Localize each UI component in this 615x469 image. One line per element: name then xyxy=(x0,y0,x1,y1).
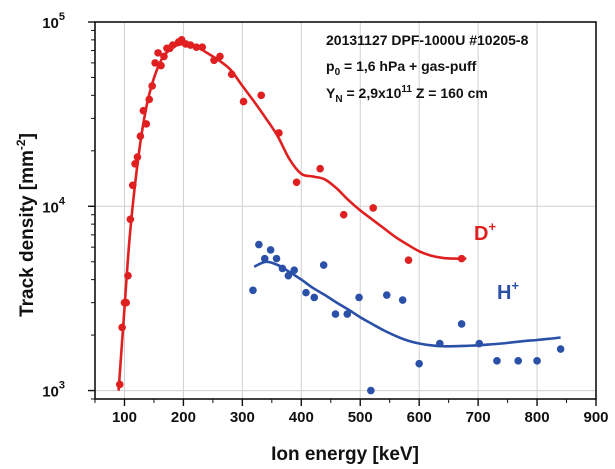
data-point-d xyxy=(239,97,248,106)
y-axis-title: Track density [mm-2] xyxy=(14,133,38,317)
data-point-d xyxy=(198,43,207,51)
annotation-yield-y: Y xyxy=(326,85,336,101)
data-point-d xyxy=(316,164,324,173)
series-label-h-name: H xyxy=(497,282,511,304)
data-point-h xyxy=(367,386,375,395)
data-point-h xyxy=(266,246,275,254)
annotation-yield: YN = 2,9x1011 Z = 160 cm xyxy=(326,84,488,105)
annotation-pressure: p0 = 1,6 hPa + gas-puff xyxy=(326,58,477,78)
data-point-d xyxy=(227,70,236,79)
data-point-d xyxy=(142,120,151,128)
annotation-pressure-sub: 0 xyxy=(335,67,341,78)
data-point-h xyxy=(278,264,287,273)
data-point-d xyxy=(151,59,159,67)
x-axis-title: Ion energy [keV] xyxy=(271,444,419,465)
data-point-h xyxy=(493,357,501,365)
data-point-d xyxy=(139,106,148,115)
x-tick-label: 300 xyxy=(230,409,255,426)
annotation-pressure-p: p xyxy=(326,58,335,74)
annotation-yield-mid: = 2,9x10 xyxy=(343,85,402,101)
data-point-h xyxy=(249,286,257,295)
data-point-h xyxy=(475,339,484,348)
data-point-d xyxy=(122,298,131,307)
data-point-d xyxy=(192,43,201,51)
data-point-d xyxy=(457,254,466,263)
data-point-d xyxy=(160,52,168,61)
data-point-d xyxy=(128,181,137,190)
ticks: 100 200 300 400 500 600 700 800 900 103 104 105 xyxy=(42,11,608,426)
series-label-h: H+ xyxy=(497,278,519,304)
series-label-d-name: D xyxy=(474,223,488,245)
data-point-d xyxy=(216,52,224,61)
data-point-d xyxy=(133,153,142,161)
data-point-d xyxy=(275,129,283,137)
y-axis-title-end: ] xyxy=(17,133,38,139)
data-point-d xyxy=(154,49,162,57)
y-axis-title-sup: -2 xyxy=(14,139,28,150)
y-axis-title-text: Track density [mm xyxy=(17,150,38,317)
data-point-h xyxy=(457,320,466,328)
annotation-yield-sup: 11 xyxy=(401,84,412,95)
data-point-d xyxy=(339,210,348,219)
data-point-h xyxy=(382,291,391,299)
data-point-h xyxy=(272,254,281,263)
y-tick-label: 104 xyxy=(42,195,66,216)
data-point-d xyxy=(136,132,145,141)
series-label-d-sup: + xyxy=(488,219,496,234)
data-point-h xyxy=(310,293,319,302)
data-point-h xyxy=(255,240,263,249)
x-tick-label: 400 xyxy=(289,409,314,426)
annotation-yield-sub: N xyxy=(335,94,342,105)
data-point-d xyxy=(118,323,126,332)
data-point-d xyxy=(124,271,132,280)
x-tick-label: 500 xyxy=(348,409,373,426)
data-point-h xyxy=(514,357,522,365)
fit-line-h xyxy=(253,260,561,348)
annotation-pressure-rest: = 1,6 hPa + gas-puff xyxy=(340,58,476,74)
data-point-h xyxy=(556,345,565,353)
data-point-h xyxy=(290,266,299,274)
data-point-h xyxy=(343,310,352,318)
series-label-d: D+ xyxy=(474,219,496,245)
data-point-h xyxy=(436,339,444,348)
data-point-h xyxy=(355,293,363,302)
data-point-d xyxy=(169,41,177,49)
data-point-h xyxy=(415,359,423,368)
y-tick-label: 103 xyxy=(42,380,65,401)
data-point-d xyxy=(404,256,413,264)
data-point-d xyxy=(145,95,154,104)
data-point-h xyxy=(284,271,293,280)
plot-frame xyxy=(94,21,597,400)
x-tick-label: 900 xyxy=(583,409,608,426)
x-tick-label: 600 xyxy=(407,409,432,426)
data-point-h xyxy=(398,296,407,304)
x-tick-label: 800 xyxy=(525,409,550,426)
x-tick-label: 100 xyxy=(112,409,137,426)
annotation-yield-rest: Z = 160 cm xyxy=(412,85,488,101)
data-point-d xyxy=(257,91,266,100)
data-point-d xyxy=(157,61,165,70)
data-point-h xyxy=(260,254,269,263)
series-label-h-sup: + xyxy=(511,278,519,293)
data-point-h xyxy=(319,261,328,269)
x-tick-label: 200 xyxy=(171,409,196,426)
data-point-d xyxy=(115,380,124,389)
y-tick-label: 105 xyxy=(42,11,65,32)
data-point-h xyxy=(533,357,541,365)
data-point-d xyxy=(148,82,156,90)
x-tick-label: 700 xyxy=(466,409,491,426)
data-point-d xyxy=(131,160,139,168)
data-point-d xyxy=(292,178,301,187)
data-point-h xyxy=(331,310,340,318)
data-point-d xyxy=(369,204,378,212)
data-point-h xyxy=(302,288,310,297)
data-points xyxy=(115,36,565,395)
data-point-d xyxy=(126,215,135,224)
data-point-d xyxy=(210,56,218,65)
annotation-shot-id: 20131127 DPF-1000U #10205-8 xyxy=(326,32,529,48)
data-point-d xyxy=(186,41,195,49)
